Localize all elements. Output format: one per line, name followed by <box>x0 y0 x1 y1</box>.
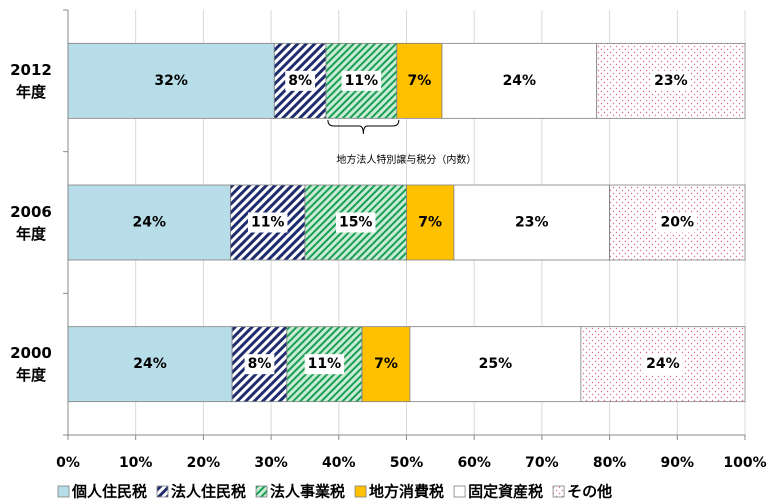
x-tick-label: 20% <box>187 455 221 471</box>
legend-label: 法人事業税 <box>270 483 345 501</box>
bar-segment <box>361 326 411 403</box>
x-tick-label: 60% <box>457 455 491 471</box>
label-background <box>304 354 345 375</box>
value-label: 15% <box>339 215 373 231</box>
bar-segment <box>67 184 231 261</box>
value-label: 24% <box>503 73 537 89</box>
value-label: 11% <box>308 356 342 372</box>
value-label: 11% <box>251 215 285 231</box>
value-label: 25% <box>479 356 513 372</box>
bar-segment <box>67 42 275 119</box>
legend-swatch <box>156 485 169 498</box>
label-background <box>643 354 683 375</box>
bar-segment <box>406 184 455 261</box>
value-label: 8% <box>248 356 272 372</box>
legend-label: 法人住民税 <box>171 483 246 501</box>
x-tick-label: 30% <box>254 455 288 471</box>
value-label: 11% <box>345 73 379 89</box>
x-tick-label: 90% <box>661 455 695 471</box>
x-tick-label: 0% <box>56 455 80 471</box>
label-background <box>657 212 698 233</box>
legend-label: その他 <box>567 483 612 501</box>
bar-segment <box>453 184 611 261</box>
value-label: 8% <box>288 73 312 89</box>
bar-segment <box>441 42 598 119</box>
x-tick-label: 100% <box>723 455 766 471</box>
value-label: 7% <box>374 356 398 372</box>
annotation-brace <box>327 119 400 135</box>
legend-label: 地方消費税 <box>369 483 444 501</box>
x-tick-label: 70% <box>525 455 559 471</box>
x-tick-label: 10% <box>119 455 153 471</box>
label-background <box>651 70 691 91</box>
annotation: 地方法人特別譲与税分（内数） <box>336 153 476 166</box>
value-label: 20% <box>661 215 695 231</box>
value-label: 24% <box>133 356 167 372</box>
legend-label: 固定資産税 <box>468 483 543 501</box>
x-tick-label: 50% <box>390 455 424 471</box>
legend-swatch <box>354 485 367 498</box>
y-tick-label: 2006 年度 <box>10 202 52 243</box>
legend-swatch <box>255 485 268 498</box>
bar-segment <box>396 42 443 119</box>
label-background <box>247 212 288 233</box>
y-tick-label: 2000 年度 <box>10 344 52 385</box>
value-label: 24% <box>132 215 166 231</box>
x-tick-label: 80% <box>593 455 627 471</box>
value-label: 32% <box>154 73 188 89</box>
bar-segment <box>409 326 582 403</box>
legend-swatch <box>453 485 466 498</box>
value-label: 23% <box>515 215 549 231</box>
label-background <box>244 354 275 375</box>
value-label: 23% <box>654 73 688 89</box>
label-background <box>285 70 316 91</box>
value-label: 7% <box>408 73 432 89</box>
x-tick-label: 40% <box>322 455 356 471</box>
legend-label: 個人住民税 <box>71 483 147 501</box>
label-background <box>335 212 376 233</box>
legend-swatch <box>552 485 565 498</box>
bar-segment <box>230 184 306 261</box>
value-label: 7% <box>418 215 442 231</box>
value-label: 24% <box>646 356 680 372</box>
label-background <box>341 70 382 91</box>
y-tick-label: 2012 年度 <box>10 60 52 101</box>
bar-segment <box>67 326 233 403</box>
legend-swatch <box>57 485 70 498</box>
